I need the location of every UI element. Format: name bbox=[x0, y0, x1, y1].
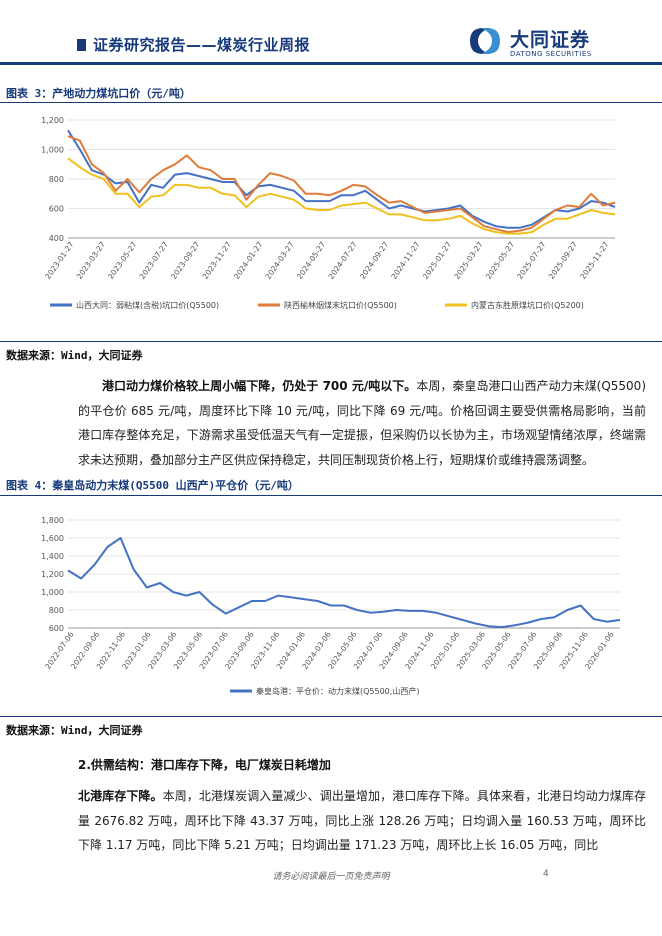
paragraph-port-price: 港口动力煤价格较上周小幅下降，仍处于 700 元/吨以下。本周，秦皇岛港口山西产… bbox=[78, 374, 646, 472]
section-heading: 2.供需结构：港口库存下降，电厂煤炭日耗增加 bbox=[78, 758, 331, 772]
figure3-bottom-rule bbox=[0, 341, 662, 342]
figure3-xtick-label: 2023-01-27 bbox=[43, 240, 76, 281]
figure4-ytick-label: 1,800 bbox=[41, 516, 64, 525]
figure3-xtick-label: 2025-01-27 bbox=[421, 240, 454, 281]
figure3-xtick-label: 2023-07-27 bbox=[138, 240, 171, 281]
figure3-xtick-label: 2024-05-27 bbox=[295, 240, 328, 281]
paragraph-body: 本周，北港煤炭调入量减少、调出量增加，港口库存下降。具体来看，北港日均动力煤库存… bbox=[78, 789, 646, 852]
figure3-xtick-label: 2025-11-27 bbox=[578, 240, 611, 281]
figure3-xtick-label: 2024-09-27 bbox=[358, 240, 391, 281]
figure3-xtick-label: 2024-03-27 bbox=[264, 240, 297, 281]
figure3-top-rule bbox=[0, 102, 662, 103]
figure3-title: 图表 3：产地动力煤坑口价（元/吨） bbox=[6, 87, 191, 100]
figure3-ytick-label: 1,000 bbox=[41, 146, 64, 155]
figure3-ytick-label: 400 bbox=[49, 234, 64, 243]
figure4-series-line-1 bbox=[67, 537, 621, 629]
figure4-ytick-label: 1,000 bbox=[41, 588, 64, 597]
figure3-xtick-label: 2023-09-27 bbox=[169, 240, 202, 281]
disclaimer-text: 请务必阅读最后一页免责声明 bbox=[272, 872, 390, 882]
figure3-xtick-label: 2025-09-27 bbox=[547, 240, 580, 281]
page-number: 4 bbox=[543, 869, 549, 879]
figure3-xtick-label: 2023-05-27 bbox=[106, 240, 139, 281]
paragraph-lead: 港口动力煤价格较上周小幅下降，仍处于 700 元/吨以下。 bbox=[102, 379, 417, 393]
figure4-top-rule bbox=[0, 495, 662, 496]
figure3-ytick-label: 1,200 bbox=[41, 116, 64, 125]
figure3-ytick-label: 600 bbox=[49, 205, 64, 214]
figure3-xtick-label: 2024-11-27 bbox=[389, 240, 422, 281]
figure4-ytick-label: 1,600 bbox=[41, 534, 64, 543]
figure3-legend-label: 陕西榆林烟煤末坑口价(Q5500) bbox=[284, 300, 397, 310]
figure3-source: 数据来源：Wind，大同证券 bbox=[6, 349, 143, 362]
header-rule bbox=[0, 62, 662, 65]
figure3-xtick-label: 2025-07-27 bbox=[515, 240, 548, 281]
figure4-ytick-label: 600 bbox=[49, 624, 64, 633]
paragraph-body: 本周，秦皇岛港口山西产动力末煤(Q5500)的平仓价 685 元/吨，周度环比下… bbox=[78, 379, 646, 467]
figure3-ytick-label: 800 bbox=[49, 175, 64, 184]
figure4-chart: 1,8001,6001,4001,2001,0008006002022-07-0… bbox=[41, 516, 621, 696]
company-logo-icon bbox=[470, 28, 500, 54]
paragraph-lead: 北港库存下降。 bbox=[78, 789, 163, 803]
figure4-title: 图表 4：秦皇岛动力末煤(Q5500 山西产)平仓价（元/吨） bbox=[6, 479, 299, 492]
figure4-ytick-label: 1,400 bbox=[41, 552, 64, 561]
figure3-legend-label: 内蒙古东胜原煤坑口价(Q5200) bbox=[471, 300, 584, 310]
figure3-xtick-label: 2023-03-27 bbox=[75, 240, 108, 281]
figure3-series-line-2 bbox=[67, 135, 616, 234]
figure4-ytick-label: 1,200 bbox=[41, 570, 64, 579]
figure4-ytick-label: 800 bbox=[49, 606, 64, 615]
figure3-series-line-3 bbox=[67, 157, 616, 235]
figure3-series-line-1 bbox=[67, 129, 616, 229]
figure4-source: 数据来源：Wind，大同证券 bbox=[6, 724, 143, 737]
disclaimer-footer: 请务必阅读最后一页免责声明 bbox=[0, 869, 662, 882]
company-logo-subtext: DATONG SECURITIES bbox=[510, 50, 592, 58]
figure4-legend-label: 秦皇岛港：平仓价：动力末煤(Q5500,山西产) bbox=[256, 686, 419, 696]
figure3-legend-label: 山西大同：弱粘煤(含税)坑口价(Q5500) bbox=[76, 300, 219, 310]
figure3-xtick-label: 2024-01-27 bbox=[232, 240, 265, 281]
figure3-xtick-label: 2023-11-27 bbox=[201, 240, 234, 281]
figure3-xtick-label: 2024-07-27 bbox=[326, 240, 359, 281]
company-logo-text: 大同证券 bbox=[510, 29, 591, 51]
report-title: 证券研究报告——煤炭行业周报 bbox=[93, 36, 311, 54]
paragraph-port-inventory: 北港库存下降。本周，北港煤炭调入量减少、调出量增加，港口库存下降。具体来看，北港… bbox=[78, 784, 646, 858]
header-marker bbox=[77, 39, 86, 51]
figure3-xtick-label: 2025-03-27 bbox=[452, 240, 485, 281]
figure4-bottom-rule bbox=[0, 716, 662, 717]
figure3-xtick-label: 2025-05-27 bbox=[484, 240, 517, 281]
